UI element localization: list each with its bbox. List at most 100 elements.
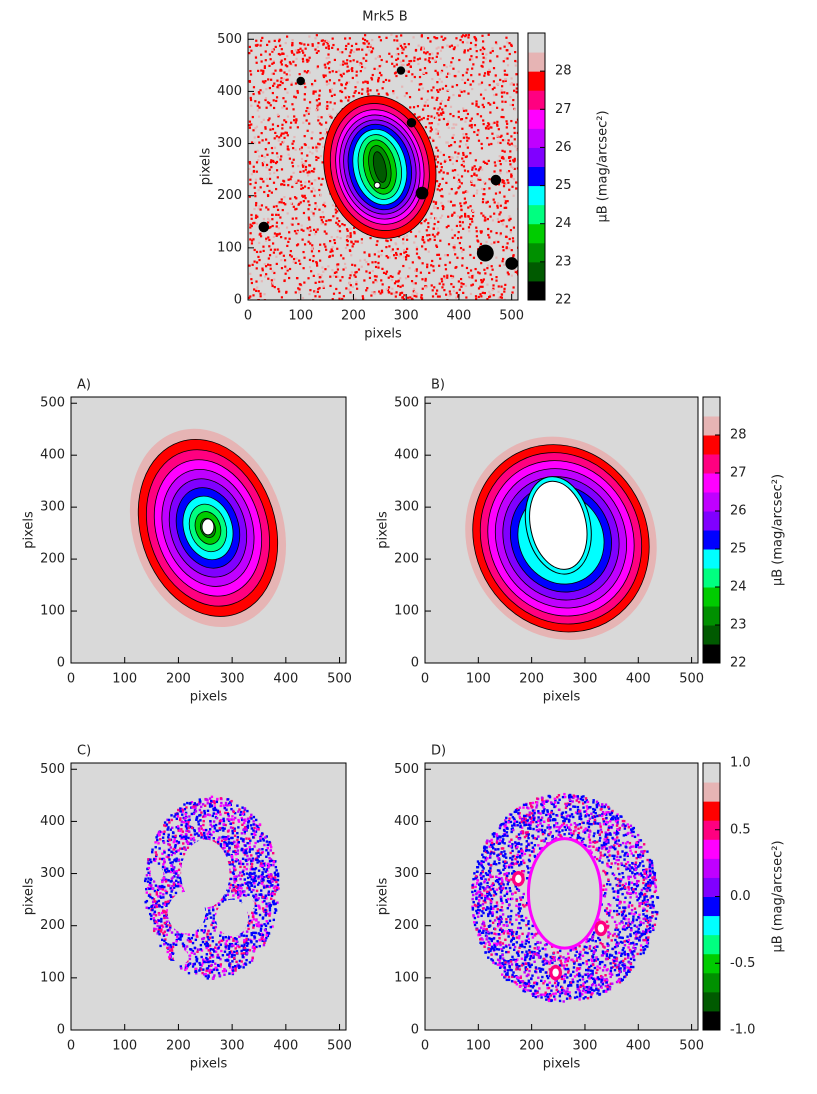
noise-pixel <box>286 65 289 68</box>
noise-pixel <box>377 80 380 83</box>
noise-pixel <box>417 256 420 259</box>
noise-pixel <box>286 115 290 118</box>
noise-pixel <box>475 235 479 238</box>
noise-pixel <box>282 132 285 135</box>
noise-pixel <box>420 222 423 225</box>
residual-pixel <box>250 890 253 894</box>
noise-pixel <box>507 170 511 173</box>
noise-pixel <box>351 76 354 80</box>
residual-pixel <box>159 896 163 899</box>
noise-pixel <box>362 81 365 84</box>
noise-pixel <box>496 204 499 207</box>
noise-pixel <box>411 261 414 264</box>
noise-pixel <box>286 212 289 215</box>
noise-pixel <box>414 48 418 52</box>
noise-pixel <box>314 202 317 205</box>
noise-pixel <box>480 147 484 150</box>
residual-pixel <box>240 832 244 835</box>
residual-pixel <box>235 951 239 955</box>
y-tick-label: 500 <box>217 32 242 47</box>
noise-pixel <box>257 255 260 259</box>
residual-pixel <box>181 808 185 812</box>
noise-pixel <box>421 238 424 241</box>
noise-pixel <box>415 252 419 255</box>
noise-pixel <box>280 48 283 51</box>
noise-pixel <box>317 119 320 122</box>
residual-pixel <box>258 860 261 863</box>
noise-pixel <box>298 259 301 262</box>
residual-pixel <box>257 826 260 830</box>
noise-pixel <box>306 171 309 174</box>
noise-pixel <box>403 249 406 252</box>
residual-pixel <box>243 807 247 810</box>
noise-pixel <box>267 208 270 211</box>
residual-pixel <box>255 945 258 949</box>
noise-pixel <box>300 146 304 149</box>
residual-pixel <box>174 834 177 838</box>
noise-pixel <box>451 213 454 216</box>
residual-pixel <box>187 836 190 840</box>
residual-pixel <box>245 941 248 945</box>
residual-pixel <box>221 900 225 903</box>
residual-pixel <box>226 852 229 855</box>
residual-pixel <box>177 937 181 940</box>
noise-pixel <box>408 267 411 270</box>
residual-pixel <box>166 950 169 954</box>
noise-pixel <box>475 226 478 229</box>
noise-pixel <box>447 243 451 246</box>
noise-pixel <box>380 249 384 253</box>
residual-pixel <box>213 903 217 907</box>
noise-pixel <box>279 61 283 64</box>
residual-pixel <box>166 828 169 831</box>
residual-pixel <box>254 867 258 870</box>
noise-pixel <box>300 184 303 187</box>
residual-pixel <box>276 901 279 904</box>
noise-pixel <box>481 285 484 288</box>
noise-pixel <box>269 58 272 61</box>
noise-pixel <box>392 92 395 95</box>
noise-pixel <box>380 279 383 282</box>
noise-pixel <box>434 202 437 205</box>
residual-pixel <box>261 939 264 943</box>
residual-pixel <box>148 883 151 887</box>
residual-pixel <box>157 930 160 933</box>
noise-pixel <box>308 203 311 207</box>
x-tick-label: 200 <box>341 309 366 324</box>
residual-pixel <box>240 931 243 935</box>
residual-pixel <box>223 850 227 853</box>
noise-pixel <box>251 115 254 119</box>
noise-pixel <box>513 108 516 111</box>
noise-pixel <box>398 255 401 258</box>
noise-pixel <box>486 267 489 270</box>
noise-pixel <box>276 113 280 116</box>
y-tick-label: 500 <box>40 396 65 411</box>
noise-pixel <box>301 186 305 190</box>
noise-pixel <box>285 226 289 229</box>
noise-pixel <box>486 125 489 128</box>
noise-pixel <box>352 95 355 98</box>
noise-pixel <box>359 70 362 73</box>
noise-pixel <box>513 89 516 92</box>
residual-pixel <box>240 952 243 955</box>
noise-pixel <box>318 295 321 298</box>
residual-pixel <box>235 875 238 878</box>
noise-pixel <box>492 294 495 297</box>
noise-pixel <box>500 89 503 92</box>
noise-pixel <box>480 295 483 298</box>
noise-pixel <box>262 245 265 248</box>
noise-pixel <box>437 220 440 223</box>
noise-pixel <box>282 140 285 143</box>
noise-pixel <box>469 83 472 86</box>
noise-pixel <box>277 52 280 56</box>
noise-pixel <box>369 237 372 240</box>
residual-pixel <box>219 931 223 934</box>
noise-pixel <box>432 269 435 272</box>
noise-pixel <box>291 185 294 189</box>
residual-pixel <box>181 810 184 813</box>
noise-pixel <box>382 271 386 274</box>
noise-pixel <box>306 106 309 110</box>
residual-pixel <box>203 809 206 813</box>
residual-pixel <box>184 825 188 828</box>
noise-pixel <box>330 248 333 251</box>
residual-pixel <box>198 798 201 801</box>
